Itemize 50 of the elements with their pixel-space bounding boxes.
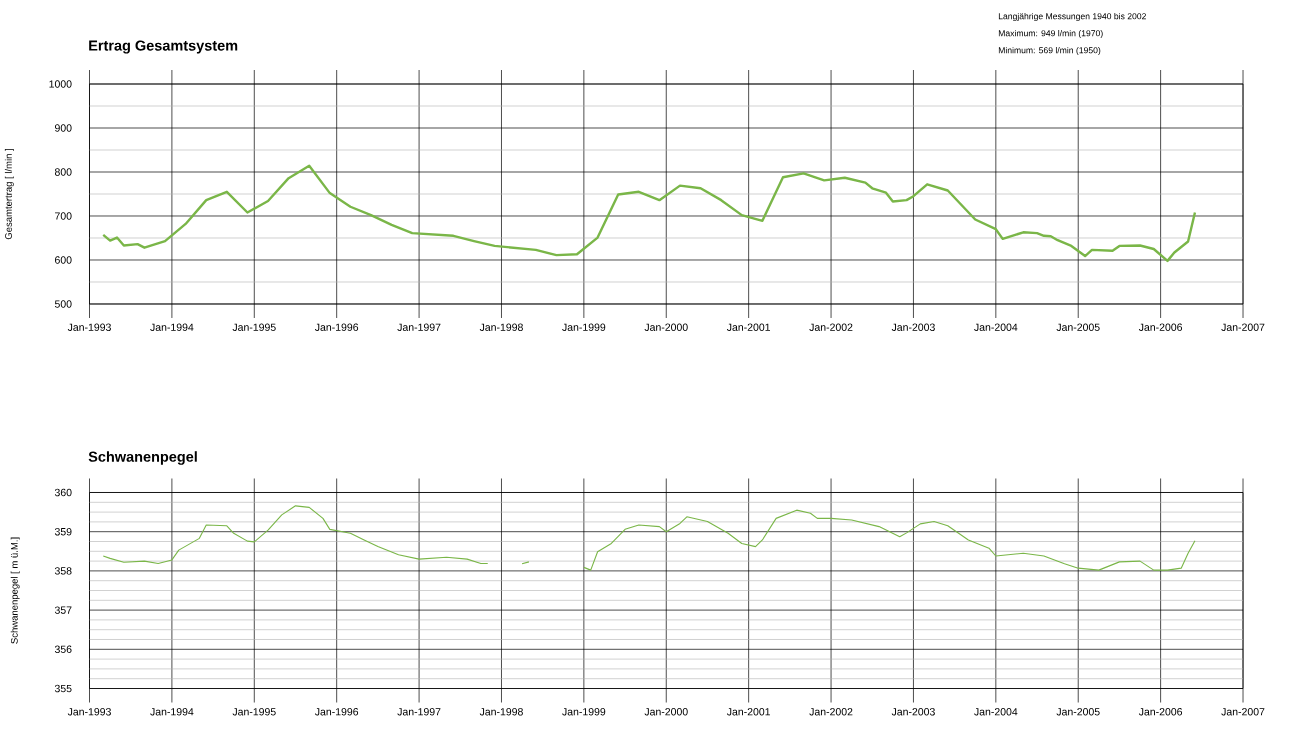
y-tick-label: 600 [55, 256, 72, 264]
x-tick-label: Jan-1999 [562, 323, 606, 331]
x-tick-label: Jan-2001 [726, 323, 771, 331]
x-tick-label: Jan-1997 [397, 323, 441, 331]
x-tick-label: Jan-2004 [974, 323, 1018, 331]
y-tick-label: 355 [54, 684, 72, 693]
y-tick-label: 800 [54, 168, 72, 176]
x-tick-label: Jan-2007 [1221, 708, 1265, 716]
x-tick-label: Jan-1994 [150, 708, 194, 716]
x-tick-label: Jan-1998 [479, 323, 523, 331]
x-tick-label: Jan-1993 [67, 323, 111, 331]
x-tick-label: Jan-2006 [1138, 323, 1183, 331]
y-tick-label: 500 [54, 300, 72, 308]
chart-title: Schwanenpegel [88, 451, 197, 465]
x-tick-label: Jan-1995 [232, 323, 276, 331]
x-tick-label: Jan-1996 [314, 708, 359, 716]
y-tick-label: 1000 [49, 80, 72, 88]
x-tick-label: Jan-2006 [1138, 708, 1183, 716]
y-tick-label: 358 [54, 567, 72, 575]
text: Maximum: 949 l/min (1970) [998, 29, 1103, 38]
y-tick-label: 360 [54, 488, 72, 497]
x-tick-label: Jan-1995 [232, 708, 276, 716]
y-axis-title: Gesamtertrag [ l/min ] [4, 149, 14, 240]
y-tick-label: 357 [54, 606, 72, 614]
x-tick-label: Jan-1993 [67, 708, 111, 716]
x-tick-label: Jan-2000 [644, 708, 688, 716]
text: Langjährige Messungen 1940 bis 2002 [998, 12, 1146, 22]
x-tick-label: Jan-2002 [809, 708, 853, 716]
text: Minimum: 569 l/min (1950) [998, 46, 1101, 55]
y-tick-label: 900 [54, 124, 72, 132]
x-tick-label: Jan-2005 [1056, 323, 1100, 331]
y-tick-label: 359 [54, 527, 72, 536]
x-tick-label: Jan-2003 [891, 708, 935, 716]
x-tick-label: Jan-1994 [150, 323, 194, 331]
x-tick-label: Jan-1997 [397, 708, 441, 716]
x-tick-label: Jan-1999 [562, 708, 606, 716]
y-axis-title: Schwanenpegel [ m ü.M.] [10, 537, 20, 644]
y-tick-label: 700 [55, 212, 72, 220]
line-series [102, 164, 1197, 263]
x-tick-label: Jan-2003 [891, 323, 935, 331]
y-tick-label: 356 [54, 645, 72, 654]
x-tick-label: Jan-2001 [726, 708, 771, 716]
x-tick-label: Jan-2002 [809, 323, 853, 331]
x-tick-label: Jan-2007 [1221, 323, 1265, 331]
chart-title: Ertrag Gesamtsystem [89, 40, 238, 54]
x-tick-label: Jan-2000 [644, 323, 688, 331]
x-tick-label: Jan-2005 [1056, 708, 1100, 716]
x-tick-label: Jan-2004 [974, 708, 1018, 716]
x-tick-label: Jan-1998 [479, 708, 523, 716]
x-tick-label: Jan-1996 [314, 323, 359, 331]
